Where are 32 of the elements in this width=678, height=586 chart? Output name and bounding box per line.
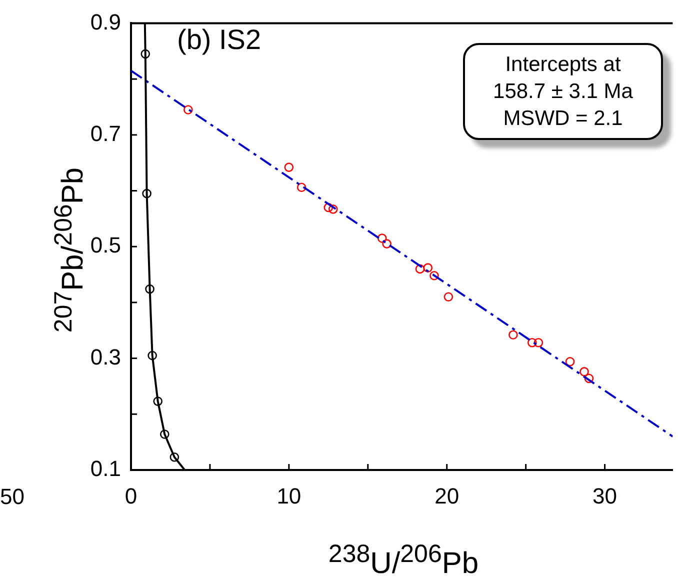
y-tick-label: 0.7	[90, 120, 121, 146]
point	[584, 374, 594, 384]
point	[508, 330, 518, 340]
x-tick-label: 20	[434, 483, 460, 508]
point	[580, 367, 589, 376]
point	[296, 182, 306, 192]
y-tick-label: 0.5	[90, 232, 121, 258]
y-tick-label: 0.1	[90, 456, 121, 482]
point	[324, 202, 334, 212]
point	[382, 239, 392, 248]
x-tick-label: 10	[276, 483, 302, 508]
x-tick-label: 30	[592, 483, 618, 508]
point	[328, 204, 338, 214]
point	[430, 270, 439, 280]
annotation: 158.7 ± 3.1 Ma	[492, 79, 634, 105]
point	[565, 357, 575, 366]
text: 50	[0, 484, 24, 510]
point	[444, 292, 454, 302]
y-tick-label: 0.9	[90, 9, 121, 34]
point	[284, 162, 294, 172]
annotation: MSWD = 2.1	[502, 106, 624, 132]
annotation: Intercepts at	[504, 52, 622, 78]
point	[377, 234, 387, 243]
x-tick-label: 0	[124, 483, 138, 508]
point	[415, 264, 425, 274]
point	[423, 263, 433, 272]
annotation: (b) IS2	[177, 24, 262, 56]
point	[527, 338, 537, 348]
y-tick-label: 0.3	[90, 344, 121, 370]
point	[184, 105, 193, 114]
x-axis-title: $^{238}$U/$^{206}$Pb	[328, 540, 479, 581]
point	[534, 338, 544, 348]
